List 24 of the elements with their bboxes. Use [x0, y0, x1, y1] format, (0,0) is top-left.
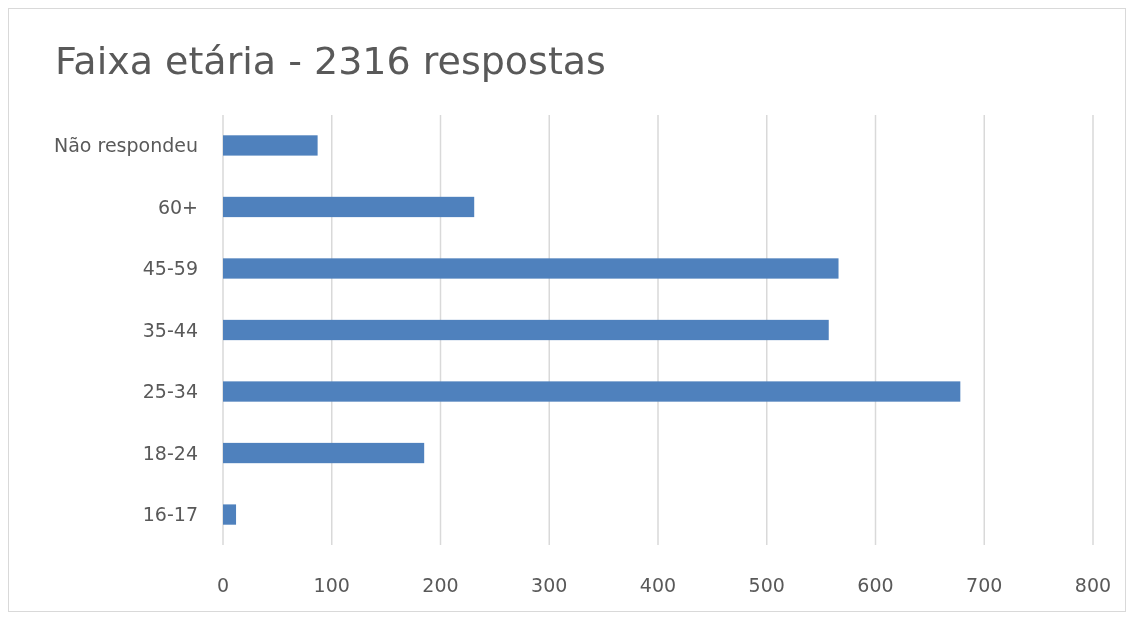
x-tick-label: 500	[748, 574, 785, 596]
bar	[223, 504, 237, 525]
y-tick-label: 25-34	[142, 380, 198, 403]
y-tick-label: 45-59	[142, 257, 198, 280]
bar	[223, 135, 318, 156]
chart-title: Faixa etária - 2316 respostas	[55, 39, 606, 83]
x-tick-label: 300	[531, 574, 568, 596]
bar	[223, 258, 839, 279]
x-tick-label: 0	[216, 574, 230, 596]
x-tick-label: 200	[422, 574, 459, 596]
x-tick-label: 700	[966, 574, 1003, 596]
bar	[223, 381, 961, 402]
y-tick-label: 16-17	[142, 503, 198, 526]
y-tick-label: 35-44	[142, 318, 198, 341]
x-tick-label: 400	[639, 574, 677, 596]
x-tick-label: 100	[313, 574, 350, 596]
bar	[223, 196, 475, 218]
y-tick-label: 18-24	[142, 441, 198, 464]
y-tick-label: Não respondeu	[53, 134, 198, 157]
y-tick-label: 60+	[157, 195, 198, 218]
bar	[223, 442, 425, 464]
x-tick-label: 600	[857, 574, 894, 596]
x-tick-label: 800	[1074, 574, 1112, 596]
bar	[223, 319, 829, 341]
